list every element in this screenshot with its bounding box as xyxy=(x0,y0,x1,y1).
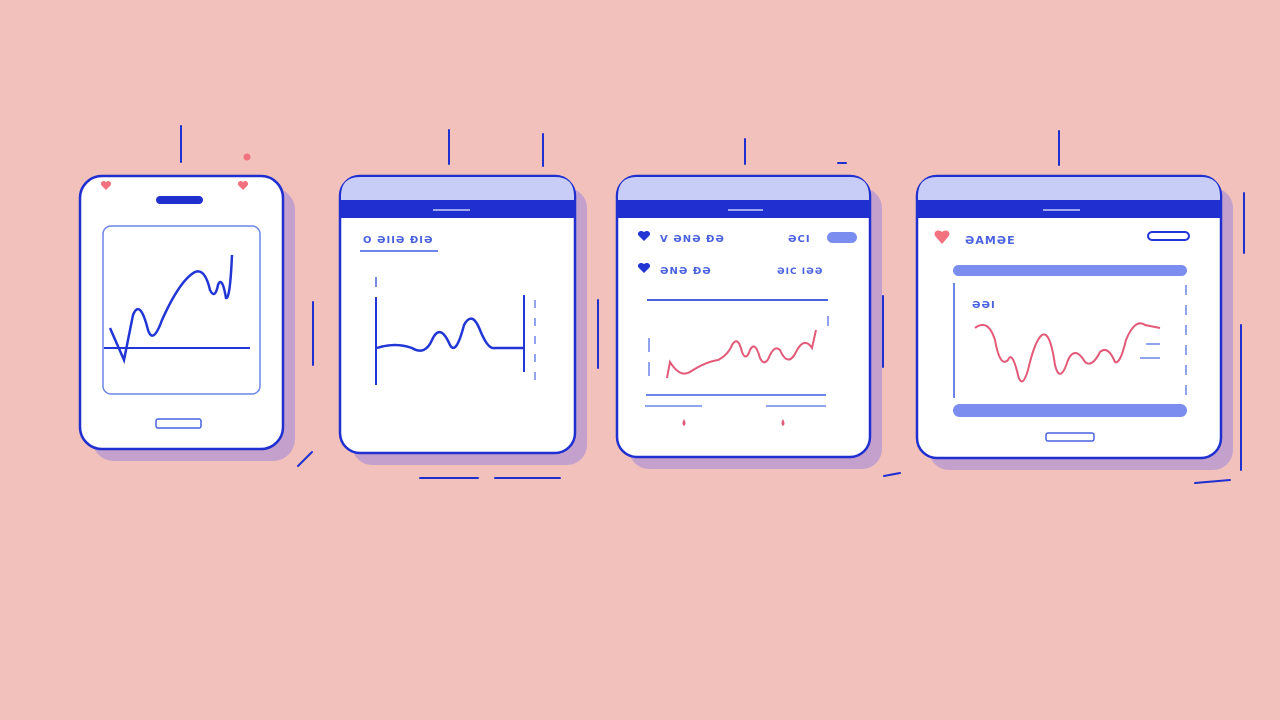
chart-line xyxy=(974,322,1161,383)
heart-icon xyxy=(237,180,249,190)
dot-decoration xyxy=(243,153,251,161)
chart-label: ƏƏI xyxy=(972,300,996,311)
bottom-bar xyxy=(953,404,1187,417)
decorative-strokes xyxy=(180,125,1245,484)
home-button[interactable] xyxy=(1045,432,1095,442)
chart-line xyxy=(376,317,524,352)
row1-value: ƏCI xyxy=(788,234,811,245)
heart-icon xyxy=(100,180,112,190)
speaker xyxy=(156,196,203,204)
heart-icon xyxy=(637,230,651,241)
heart-icon xyxy=(637,262,651,273)
screen-heading: ƏAMƏE xyxy=(965,234,1016,247)
device-phone xyxy=(78,174,295,461)
header-bar xyxy=(341,200,574,218)
heart-icon xyxy=(934,230,950,244)
top-bar xyxy=(953,265,1187,276)
device-tablet-1: O ƏIIƏ ĐIƏ xyxy=(338,174,587,465)
home-button[interactable] xyxy=(155,418,202,429)
chart-line xyxy=(666,329,817,379)
row2-value: ƏIC IƏƏ xyxy=(777,267,823,277)
header-bar xyxy=(618,200,869,218)
chart-frame xyxy=(102,225,261,395)
screen-heading: O ƏIIƏ ĐIƏ xyxy=(363,235,433,246)
header-bar xyxy=(918,200,1220,218)
toggle[interactable] xyxy=(827,232,857,243)
row1-label: V ƏNƏ ĐƏ xyxy=(660,234,725,245)
device-tablet-3: ƏAMƏE ƏƏI xyxy=(915,174,1233,470)
chart-line xyxy=(108,254,234,365)
row2-label: ƏNƏ ĐƏ xyxy=(660,266,712,277)
pill-button[interactable] xyxy=(1147,231,1190,241)
device-tablet-2: V ƏNƏ ĐƏ ƏCI ƏNƏ ĐƏ ƏIC IƏƏ xyxy=(615,174,882,469)
